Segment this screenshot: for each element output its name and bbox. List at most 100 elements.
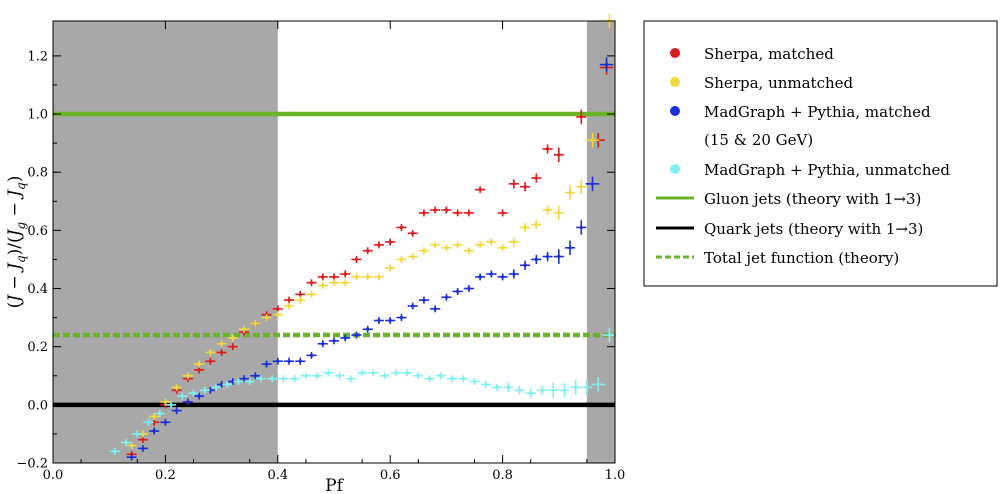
data-point <box>182 372 193 380</box>
shaded-region-2 <box>586 21 615 463</box>
data-point <box>143 418 154 426</box>
series-4 <box>109 327 617 455</box>
data-point <box>272 357 283 365</box>
data-point <box>585 176 600 192</box>
data-point <box>379 372 390 380</box>
legend-label: Sherpa, unmatched <box>704 74 854 92</box>
legend-marker <box>670 106 680 116</box>
plot-area: 0.0 0.2 0.4 0.6 0.8 1.0−0.20.00.20.40.60.81.0… <box>16 13 625 483</box>
legend-label: MadGraph + Pythia, unmatched <box>704 161 950 179</box>
data-point <box>402 369 413 377</box>
data-point <box>160 418 171 426</box>
y-tick-label: 0.8 <box>27 166 48 181</box>
data-point <box>126 453 137 461</box>
shaded-regions <box>53 21 615 463</box>
data-point <box>362 247 373 255</box>
legend-marker <box>670 164 680 174</box>
data-point <box>430 305 441 313</box>
data-point <box>396 255 407 263</box>
data-point <box>514 385 525 395</box>
data-point <box>351 255 362 263</box>
legend-entry: (15 & 20 GeV) <box>704 131 813 149</box>
data-point <box>570 380 581 395</box>
series-3 <box>126 57 614 461</box>
data-point <box>475 186 486 194</box>
data-point <box>463 209 474 217</box>
data-point <box>553 205 564 221</box>
y-tick-label: 1.0 <box>27 108 48 123</box>
data-point <box>503 382 514 393</box>
data-point <box>250 372 261 380</box>
data-point <box>559 383 570 398</box>
data-point <box>295 296 306 304</box>
data-point <box>334 372 345 380</box>
y-tick-label: 0.6 <box>27 224 48 239</box>
data-point <box>413 372 424 380</box>
data-point <box>452 209 463 217</box>
legend: Sherpa, matched Sherpa, unmatched MadGraph… <box>643 20 998 287</box>
data-point <box>458 375 469 383</box>
legend-entry: Quark jets (theory with 1→3) <box>656 220 923 238</box>
data-point <box>452 241 463 249</box>
data-point <box>576 220 587 235</box>
data-point <box>121 439 132 447</box>
y-tick-label: −0.2 <box>16 457 48 472</box>
data-point <box>210 383 222 391</box>
data-point <box>525 388 536 398</box>
data-point <box>323 369 334 377</box>
data-point <box>149 427 160 435</box>
data-point <box>278 375 289 383</box>
data-point <box>222 380 233 388</box>
legend-entry: Sherpa, unmatched <box>670 74 854 92</box>
data-point <box>317 273 328 281</box>
data-point <box>475 273 486 281</box>
y-tick-label: 0.0 <box>27 398 48 413</box>
data-point <box>520 222 531 233</box>
data-point <box>599 57 614 72</box>
data-point <box>407 253 418 261</box>
data-point <box>351 273 362 281</box>
data-point <box>357 369 368 377</box>
series-1 <box>126 60 614 458</box>
data-point <box>564 185 576 200</box>
data-point <box>536 385 547 395</box>
data-point <box>435 372 446 380</box>
data-point <box>585 132 600 148</box>
data-point <box>508 237 519 247</box>
data-point <box>177 392 188 400</box>
data-point <box>418 296 429 304</box>
data-point <box>345 375 356 383</box>
data-point <box>418 247 429 255</box>
data-point <box>396 314 407 322</box>
data-point <box>373 317 385 325</box>
data-point <box>340 334 351 342</box>
y-axis-label: (J − Jq)/(Jg − Jq) <box>5 176 28 309</box>
data-point <box>283 357 295 365</box>
data-point <box>340 270 351 278</box>
data-point <box>165 401 177 409</box>
data-point <box>132 430 143 438</box>
data-point <box>194 392 205 400</box>
data-point <box>591 377 605 392</box>
data-point <box>216 349 227 356</box>
data-point <box>306 351 317 359</box>
data-point <box>362 325 373 333</box>
data-point <box>171 407 182 415</box>
data-point <box>424 375 435 383</box>
data-point <box>542 205 553 215</box>
data-point <box>351 331 362 339</box>
data-point <box>300 372 311 380</box>
y-tick-label: 1.2 <box>27 49 48 64</box>
data-point <box>227 343 238 351</box>
data-point <box>497 273 508 281</box>
data-point <box>564 240 576 256</box>
x-axis-label: Pf <box>325 476 344 494</box>
data-point <box>244 378 255 386</box>
data-point <box>418 209 429 217</box>
data-point <box>306 279 317 287</box>
data-point <box>154 410 165 418</box>
series-2 <box>126 13 617 450</box>
y-tick-label: 0.4 <box>27 282 48 297</box>
data-point <box>390 369 401 377</box>
